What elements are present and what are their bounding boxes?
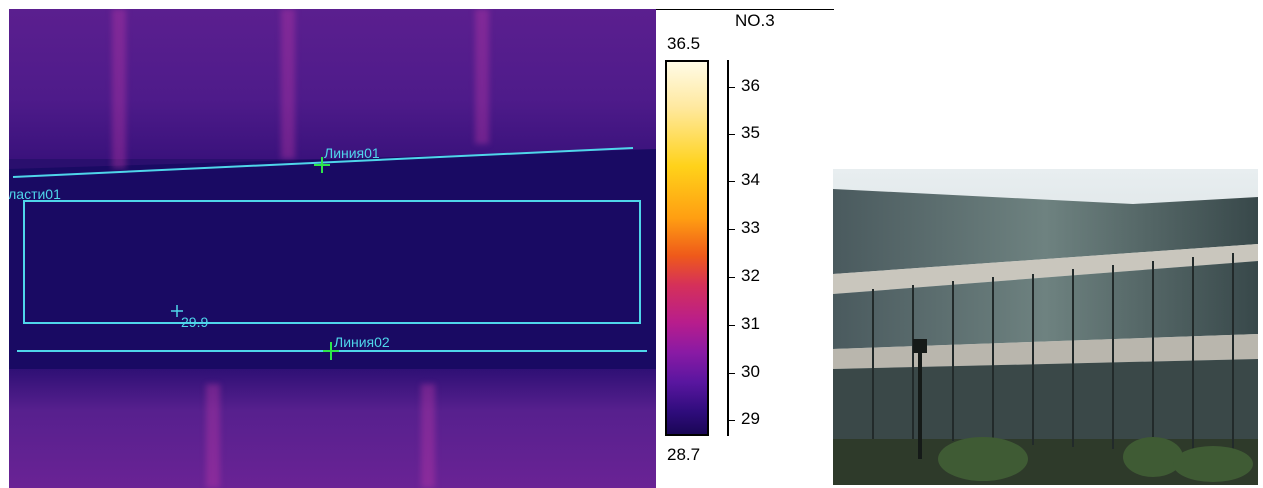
scale-tick-label: 31 [741, 314, 760, 333]
thermal-image: Линия01 iласти01 29.9 Линия02 [9, 9, 656, 488]
scale-tick-label: 33 [741, 218, 760, 237]
scale-tick-label: 35 [741, 123, 760, 142]
scale-axis [727, 60, 729, 436]
scale-tick [727, 325, 735, 326]
scale-tick [727, 373, 735, 374]
thermal-stripe [281, 9, 295, 159]
line-01-label: Линия01 [324, 145, 380, 161]
thermal-cold-region [9, 149, 656, 379]
line-02-label: Линия02 [334, 334, 390, 350]
scale-tick-label: 32 [741, 266, 760, 285]
spot-value-label: 29.9 [181, 314, 208, 330]
scale-tick-label: 29 [741, 409, 760, 428]
building-photo-drawing [833, 169, 1258, 485]
thermal-warm-region-top [9, 9, 656, 159]
scale-tick [727, 87, 735, 88]
scale-tick-label: 30 [741, 362, 760, 381]
scale-min-label: 28.7 [667, 445, 701, 464]
thermal-warm-region-bottom [9, 369, 656, 488]
area-01-rect[interactable] [23, 200, 641, 324]
scale-tick [727, 420, 735, 421]
thermal-stripe [421, 384, 435, 488]
scale-tick [727, 277, 735, 278]
scale-tick [727, 134, 735, 135]
thermal-stripe [206, 384, 220, 488]
scale-top-border [656, 9, 834, 10]
scale-title: NO.3 [735, 11, 775, 30]
area-01-label: iласти01 [9, 186, 61, 202]
building-photo [833, 169, 1258, 485]
color-scale-bar [665, 60, 709, 436]
thermal-overlay: Линия01 iласти01 29.9 Линия02 [9, 145, 647, 360]
scale-tick-label: 36 [741, 76, 760, 95]
scale-tick [727, 181, 735, 182]
scale-max-label: 36.5 [667, 34, 701, 53]
thermal-stripe [112, 9, 126, 169]
scale-tick-label: 34 [741, 170, 760, 189]
thermal-stripe [475, 9, 489, 144]
scale-tick [727, 229, 735, 230]
